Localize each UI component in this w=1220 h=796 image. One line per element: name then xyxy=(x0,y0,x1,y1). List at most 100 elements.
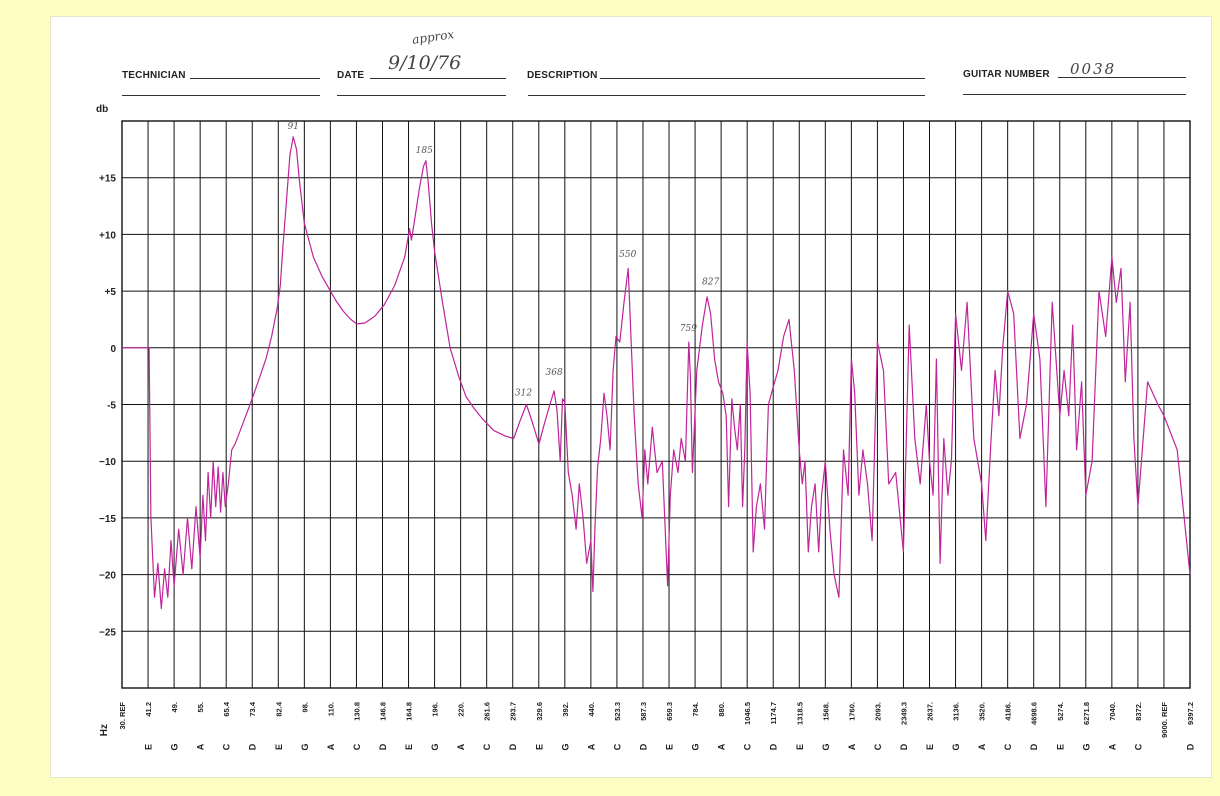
x-tick-freq-label: 41.2 xyxy=(144,702,153,717)
x-tick-freq-label: 9000. REF xyxy=(1160,702,1169,738)
x-tick-freq-label: 65.4 xyxy=(222,701,231,716)
y-tick-label: −20 xyxy=(99,571,116,582)
x-tick-freq-label: 880. xyxy=(717,702,726,717)
x-tick-note-label: C xyxy=(482,743,492,750)
y-tick-label: −15 xyxy=(99,514,116,525)
peak-annotation: 550 xyxy=(619,250,636,260)
guitar-number-value: 0038 xyxy=(1070,60,1117,78)
x-tick-note-label: A xyxy=(977,743,987,750)
x-tick-freq-label: 392. xyxy=(561,702,570,717)
x-tick-note-label: G xyxy=(430,743,440,750)
x-tick-freq-label: 659.3 xyxy=(665,702,674,721)
y-axis-label: db xyxy=(96,104,108,115)
response-trace xyxy=(122,136,1191,610)
x-tick-freq-label: 1174.7 xyxy=(769,702,778,725)
x-tick-freq-label: 196. xyxy=(431,702,440,717)
x-tick-freq-label: 3136. xyxy=(952,702,961,721)
x-tick-note-label: G xyxy=(560,743,570,750)
guitar-number-label: GUITAR NUMBER xyxy=(963,69,1050,80)
y-tick-label: +15 xyxy=(99,174,116,185)
x-tick-freq-label: 8372. xyxy=(1134,702,1143,721)
x-tick-freq-label: 1318.5 xyxy=(795,702,804,725)
x-tick-note-label: D xyxy=(1186,743,1196,750)
y-tick-label: +10 xyxy=(99,230,116,241)
x-tick-note-label: D xyxy=(378,743,388,750)
x-tick-freq-label: 220. xyxy=(457,702,466,717)
x-tick-freq-label: 110. xyxy=(326,702,335,716)
x-tick-note-label: D xyxy=(899,743,909,750)
date-line xyxy=(370,78,506,79)
x-tick-freq-label: 784. xyxy=(691,702,700,717)
x-tick-note-label: D xyxy=(1029,743,1039,750)
x-tick-note-label: E xyxy=(795,744,805,750)
y-tick-label: −25 xyxy=(99,627,116,638)
x-tick-freq-label: 130.8 xyxy=(352,702,361,721)
x-tick-note-label: G xyxy=(300,743,310,750)
x-tick-freq-label: 523.3 xyxy=(613,702,622,721)
x-tick-freq-label: 7040. xyxy=(1108,702,1117,721)
x-tick-note-label: G xyxy=(1081,743,1091,750)
x-tick-freq-label: 49. xyxy=(170,702,179,712)
x-tick-note-label: A xyxy=(586,743,596,750)
x-tick-note-label: E xyxy=(274,744,284,750)
x-tick-note-label: E xyxy=(534,744,544,750)
guitar-number-line xyxy=(1058,77,1186,78)
peak-annotation: 91 xyxy=(287,122,298,132)
date-label: DATE xyxy=(337,70,365,81)
y-tick-label: 0 xyxy=(110,344,116,355)
x-tick-note-label: G xyxy=(170,743,180,750)
x-tick-freq-label: 1046.5 xyxy=(743,702,752,725)
description-label: DESCRIPTION xyxy=(527,70,598,81)
technician-label: TECHNICIAN xyxy=(122,70,186,81)
x-tick-note-label: D xyxy=(508,743,518,750)
x-tick-note-label: E xyxy=(404,744,414,750)
x-tick-note-label: C xyxy=(1133,743,1143,750)
x-tick-note-label: A xyxy=(326,743,336,750)
x-tick-note-label: C xyxy=(1003,743,1013,750)
peak-annotation: 185 xyxy=(416,146,433,156)
x-tick-freq-label: 82.4 xyxy=(274,701,283,716)
x-tick-freq-label: 4186. xyxy=(1004,702,1013,721)
x-tick-note-label: E xyxy=(1055,744,1065,750)
x-tick-note-label: C xyxy=(873,743,883,750)
x-tick-note-label: G xyxy=(691,743,701,750)
x-tick-freq-label: 293.7 xyxy=(509,702,518,721)
x-tick-note-label: D xyxy=(248,743,258,750)
x-tick-note-label: G xyxy=(951,743,961,750)
x-tick-note-label: C xyxy=(743,743,753,750)
y-tick-label: −10 xyxy=(99,457,116,468)
peak-annotation: 368 xyxy=(546,368,563,378)
x-tick-note-label: E xyxy=(665,744,675,750)
x-tick-note-label: E xyxy=(925,744,935,750)
x-tick-note-label: A xyxy=(1107,743,1117,750)
x-tick-freq-label: 2349.3 xyxy=(899,702,908,725)
x-tick-freq-label: 164.8 xyxy=(405,702,414,721)
x-tick-freq-label: 587.3 xyxy=(639,702,648,721)
description-line xyxy=(600,78,925,79)
x-tick-freq-label: 2093. xyxy=(873,702,882,721)
x-tick-note-label: G xyxy=(821,743,831,750)
guitar-number-line-2 xyxy=(963,94,1186,95)
x-tick-freq-label: 5274. xyxy=(1056,702,1065,721)
x-tick-freq-label: 6271.8 xyxy=(1082,702,1091,725)
peak-annotation: 759 xyxy=(680,324,697,334)
x-axis-label: Hz xyxy=(99,724,110,736)
y-tick-label: +5 xyxy=(105,287,117,298)
x-tick-freq-label: 98. xyxy=(300,702,309,712)
x-tick-note-label: C xyxy=(352,743,362,750)
peak-annotation: 312 xyxy=(515,388,532,398)
y-tick-label: -5 xyxy=(107,401,116,412)
x-tick-freq-label: 55. xyxy=(196,702,205,712)
x-tick-freq-label: 440. xyxy=(587,702,596,717)
description-line-2 xyxy=(528,95,925,96)
date-value: 9/10/76 xyxy=(388,52,462,74)
x-tick-note-label: A xyxy=(847,743,857,750)
date-line-2 xyxy=(337,95,506,96)
peak-annotation: 827 xyxy=(702,277,719,287)
x-tick-freq-label: 4698.6 xyxy=(1030,702,1039,725)
x-tick-freq-label: 1568. xyxy=(821,702,830,721)
x-tick-freq-label: 261.6 xyxy=(483,702,492,721)
x-tick-note-label: A xyxy=(196,743,206,750)
x-tick-freq-label: 146.8 xyxy=(378,702,387,721)
